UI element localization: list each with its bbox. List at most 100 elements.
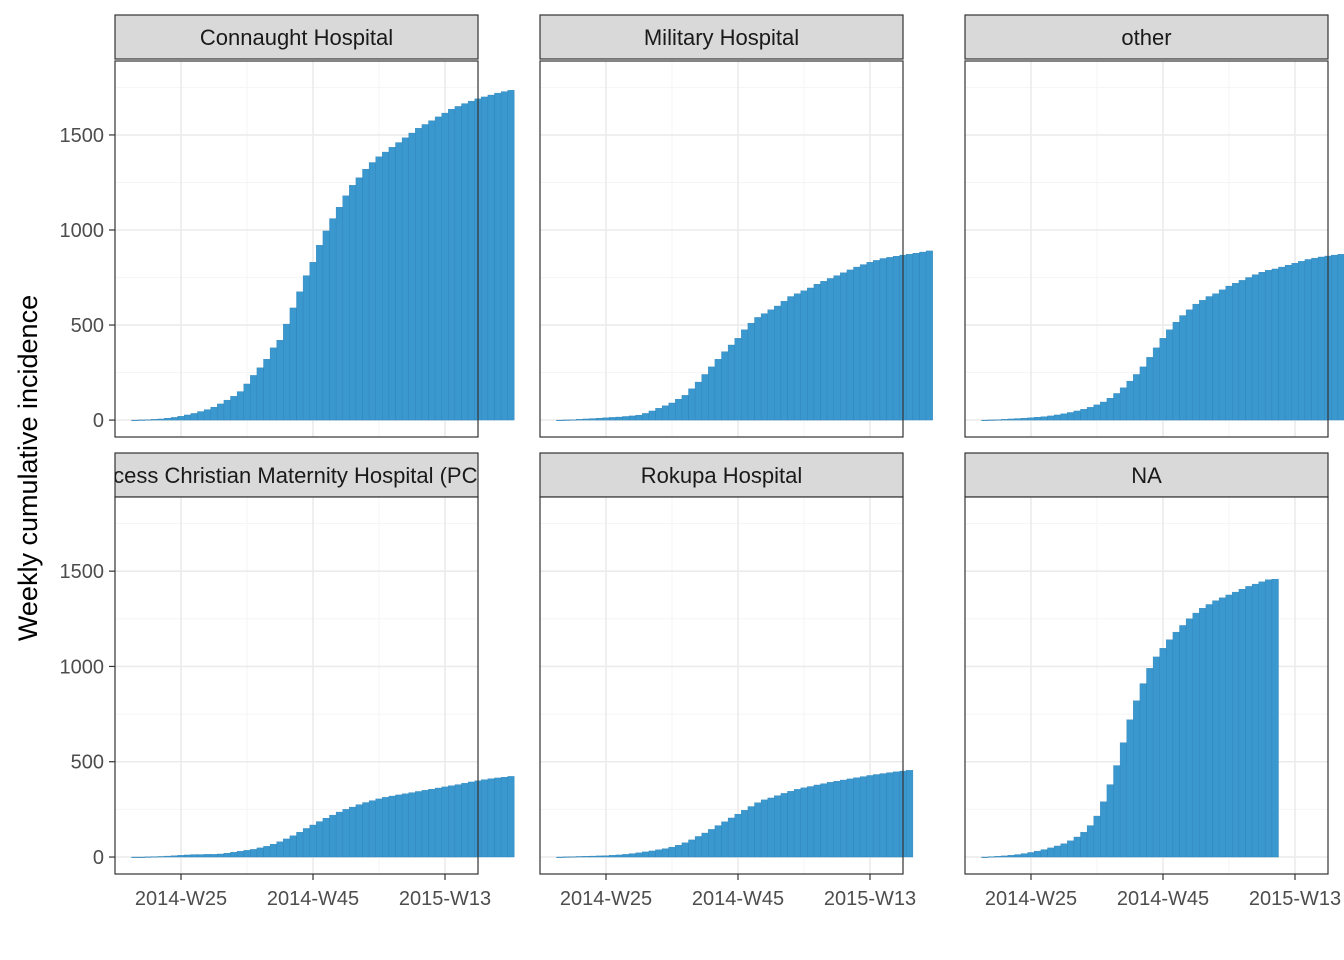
bar xyxy=(1258,272,1266,421)
bar xyxy=(203,854,211,858)
bar xyxy=(1166,329,1174,421)
bar xyxy=(448,785,456,858)
bar xyxy=(1126,719,1134,858)
bar xyxy=(1100,801,1108,858)
bar xyxy=(1093,815,1101,858)
bar xyxy=(820,783,828,858)
bar xyxy=(415,128,423,421)
bar xyxy=(1179,315,1187,421)
bar xyxy=(1007,418,1015,421)
facet-strip xyxy=(539,14,904,60)
bar xyxy=(283,838,291,858)
bar xyxy=(635,414,643,421)
bar xyxy=(1060,413,1068,421)
bar xyxy=(151,856,159,858)
bar xyxy=(1192,303,1200,421)
facet-panel: other xyxy=(964,14,1344,438)
bar xyxy=(322,230,330,421)
bar xyxy=(981,856,989,858)
bar xyxy=(1199,300,1207,421)
bar xyxy=(595,418,603,421)
bar xyxy=(906,253,914,421)
y-tick-label: 500 xyxy=(71,752,104,774)
panel-border xyxy=(114,60,479,438)
bar xyxy=(421,124,429,421)
bar xyxy=(714,359,722,421)
bar xyxy=(177,855,185,858)
bar xyxy=(1073,836,1081,858)
bar xyxy=(1166,639,1174,858)
bar xyxy=(223,399,231,421)
bar xyxy=(467,100,475,421)
bar xyxy=(628,415,636,421)
bar xyxy=(622,416,630,421)
bar xyxy=(329,218,337,421)
bar xyxy=(428,120,436,421)
bar xyxy=(661,848,669,858)
y-tick-label: 1000 xyxy=(60,220,105,242)
bar xyxy=(1238,280,1246,421)
bar xyxy=(1007,855,1015,858)
bar xyxy=(741,810,749,858)
bar xyxy=(355,177,363,421)
bar xyxy=(1185,309,1193,421)
bar xyxy=(668,846,676,858)
bar xyxy=(210,406,218,421)
bar xyxy=(131,856,139,858)
bar xyxy=(441,112,449,421)
bar xyxy=(1284,264,1292,421)
bar xyxy=(1139,683,1147,858)
bar xyxy=(184,854,192,858)
bar xyxy=(727,817,735,858)
bar xyxy=(210,854,218,858)
bar xyxy=(734,338,742,421)
bar xyxy=(1238,589,1246,858)
bar xyxy=(236,851,244,858)
bar xyxy=(1172,322,1180,421)
bar xyxy=(217,403,225,421)
bar xyxy=(987,856,995,858)
bar xyxy=(886,772,894,858)
bar xyxy=(507,90,515,421)
bar xyxy=(1027,417,1035,421)
bar xyxy=(925,250,933,421)
bar xyxy=(494,92,502,421)
bar xyxy=(461,783,469,858)
x-tick-label: 2014-W25 xyxy=(560,888,652,910)
bar xyxy=(434,787,442,858)
bar xyxy=(853,777,861,858)
bar xyxy=(1119,387,1127,421)
panel-border xyxy=(114,496,479,875)
bar xyxy=(177,416,185,421)
bar xyxy=(1159,648,1167,858)
bar xyxy=(190,413,198,421)
bar xyxy=(648,850,656,858)
facet-strip-label: other xyxy=(1121,25,1171,50)
bar xyxy=(780,301,788,421)
bar xyxy=(269,844,277,858)
bar xyxy=(316,245,324,421)
bar xyxy=(375,156,383,421)
bar xyxy=(454,784,462,858)
bar xyxy=(906,770,914,858)
bar xyxy=(576,419,584,421)
bar xyxy=(1020,418,1028,421)
bar xyxy=(879,258,887,421)
x-tick-label: 2014-W45 xyxy=(692,888,784,910)
bar xyxy=(1106,784,1114,858)
bar xyxy=(1060,843,1068,858)
bar xyxy=(1113,393,1121,421)
bar xyxy=(1159,338,1167,421)
bar xyxy=(1251,583,1259,858)
bar xyxy=(747,322,755,421)
bar xyxy=(388,795,396,858)
bar xyxy=(556,856,564,858)
bar xyxy=(987,419,995,421)
facet-strip xyxy=(964,452,1329,498)
bar xyxy=(197,411,205,421)
bar xyxy=(1245,277,1253,421)
bar xyxy=(1205,296,1213,421)
bar xyxy=(316,821,324,858)
bar xyxy=(263,846,271,858)
bar xyxy=(1205,604,1213,858)
